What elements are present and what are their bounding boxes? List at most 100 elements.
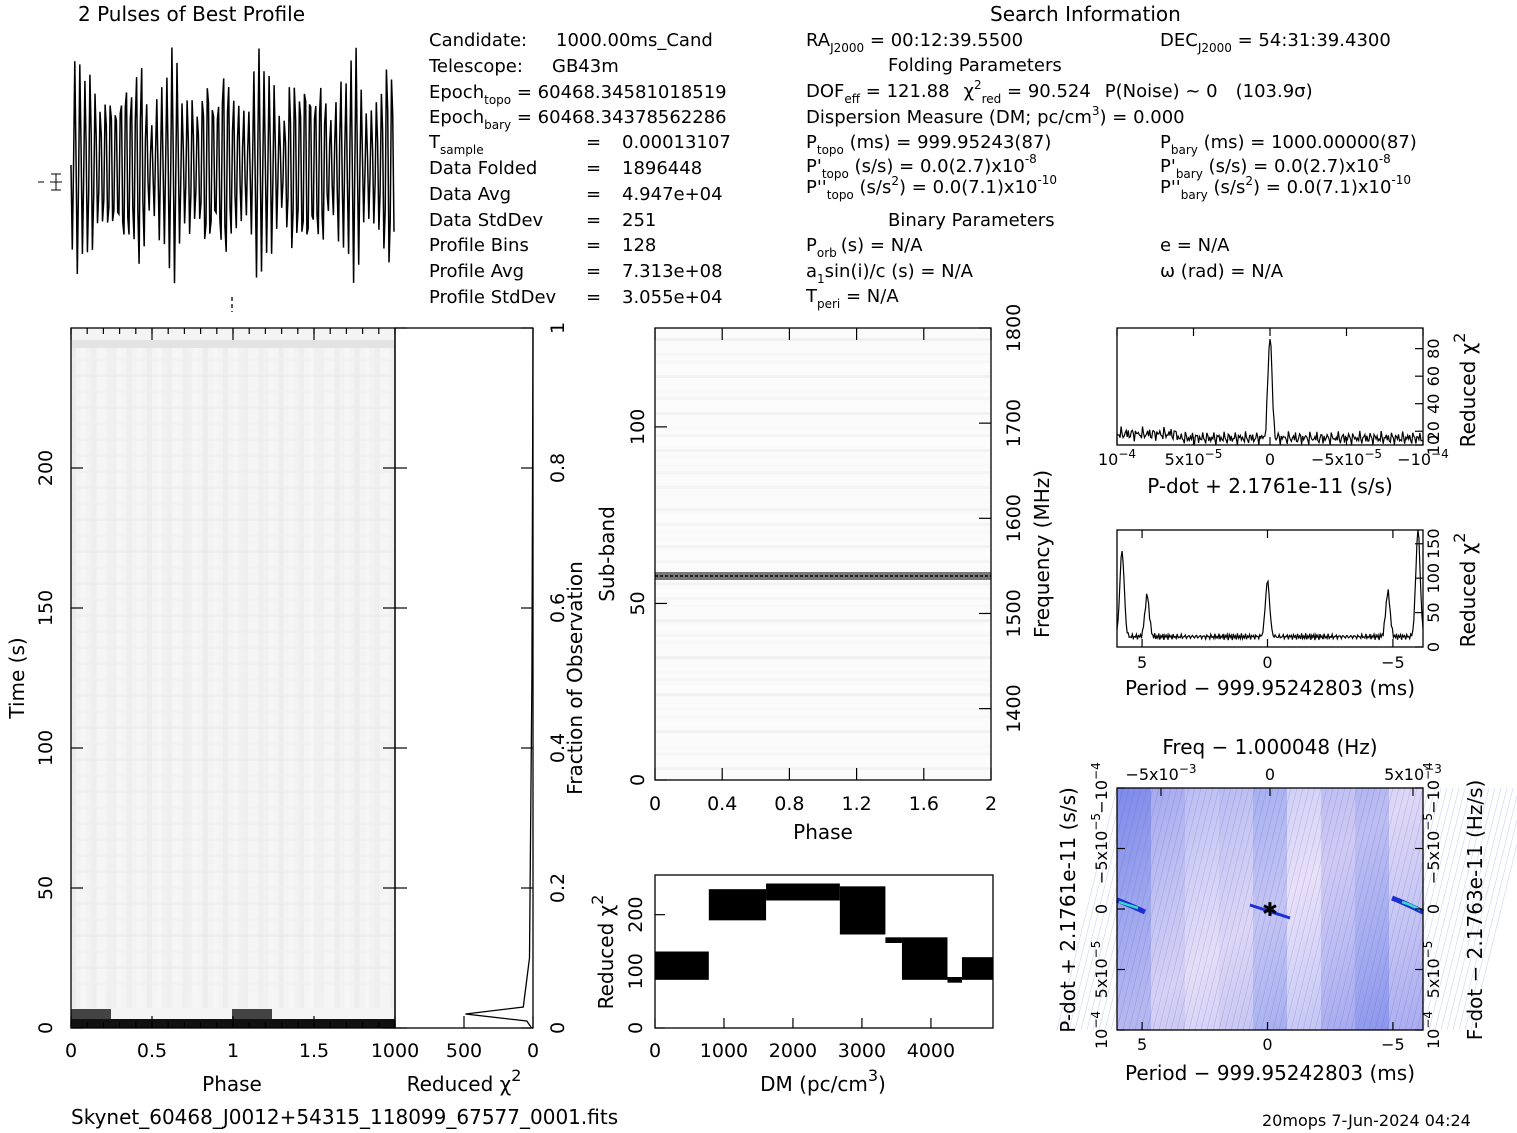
pp-stripe bbox=[1278, 787, 1340, 1031]
dm-xtick: 0 bbox=[649, 1040, 661, 1062]
pc-ytick: 100 bbox=[1424, 563, 1443, 594]
sb-row bbox=[655, 589, 991, 593]
omega-value: ω (rad) = N/A bbox=[1160, 261, 1284, 282]
pp-stripe bbox=[1266, 787, 1328, 1031]
pc-ytick: 0 bbox=[1424, 642, 1443, 652]
profile-avg-value: 7.313e+08 bbox=[622, 261, 723, 282]
pp-stripe bbox=[1284, 787, 1346, 1031]
sb-xtick: 2 bbox=[985, 793, 997, 815]
dm-block bbox=[947, 977, 962, 983]
pp-band bbox=[1185, 788, 1219, 1030]
pc-xtick: 5 bbox=[1137, 653, 1147, 672]
dm-xtick: 4000 bbox=[907, 1040, 955, 1062]
sb-row bbox=[655, 397, 991, 401]
svg-text:Profile Bins=128: Profile Bins = 128 bbox=[429, 235, 656, 256]
sb-row bbox=[655, 708, 991, 711]
tp-ytick: 50 bbox=[35, 876, 57, 900]
tc-xlabel: Reduced χ2 bbox=[407, 1066, 522, 1096]
tp-ytick: 100 bbox=[35, 730, 57, 766]
sb-row bbox=[655, 375, 991, 378]
svg-text:Dispersion Measure (DM; pc/cm3: Dispersion Measure (DM; pc/cm3) = 0.000 bbox=[806, 104, 1185, 128]
pp-stripe bbox=[1224, 787, 1286, 1031]
time-chi2-line bbox=[465, 327, 534, 1029]
sb-row bbox=[655, 500, 991, 504]
pp-xtick: 5 bbox=[1137, 1035, 1147, 1054]
pd-ytick: 60 bbox=[1424, 366, 1443, 386]
sb-y2tick: 1500 bbox=[1003, 589, 1025, 637]
pp-ylabel: P-dot + 2.1761e-11 (s/s) bbox=[1056, 787, 1080, 1033]
dm-block bbox=[766, 883, 840, 901]
sb-ytick: 0 bbox=[627, 774, 649, 786]
svg-text:Pbary (ms) = 1000.00000(87): Pbary (ms) = 1000.00000(87) bbox=[1160, 132, 1417, 157]
pc-ylabel: Reduced χ2 bbox=[1450, 533, 1480, 648]
pp-stripe bbox=[1068, 787, 1130, 1031]
pp-stripe bbox=[1188, 787, 1250, 1031]
tc-ytick: 1 bbox=[547, 322, 569, 334]
pp-band bbox=[1287, 788, 1321, 1030]
pd-ytick: 40 bbox=[1424, 394, 1443, 414]
sb-row bbox=[655, 389, 991, 393]
sb-row bbox=[655, 345, 991, 349]
tp-row bbox=[71, 790, 395, 793]
pp-stripe bbox=[1296, 787, 1358, 1031]
sb-ytick: 100 bbox=[627, 409, 649, 445]
sb-row bbox=[655, 634, 991, 637]
pp-stripe bbox=[1176, 787, 1238, 1031]
sb-row bbox=[655, 552, 991, 556]
tp-row bbox=[71, 646, 395, 649]
pp-stripe bbox=[1152, 787, 1214, 1031]
pp-stripe bbox=[1074, 787, 1136, 1031]
pp-stripe bbox=[1422, 787, 1484, 1031]
svg-text:Telescope:GB43m: Telescope: GB43m bbox=[428, 56, 619, 77]
pp-stripe bbox=[1320, 787, 1382, 1031]
profile-line bbox=[70, 47, 395, 284]
pd-ytick: 10 bbox=[1424, 435, 1443, 455]
pp-y2tick: 10−4 bbox=[1421, 1011, 1443, 1049]
sb-row bbox=[655, 441, 991, 445]
tp-row bbox=[71, 710, 395, 713]
pp-stripe bbox=[1242, 787, 1304, 1031]
sb-row bbox=[655, 537, 991, 541]
pp-title: Freq − 1.000048 (Hz) bbox=[1162, 735, 1377, 759]
sb-row bbox=[655, 352, 991, 356]
tp-row bbox=[71, 822, 395, 825]
dm-block bbox=[708, 889, 767, 921]
ecc-value: e = N/A bbox=[1160, 235, 1230, 256]
sb-row bbox=[655, 745, 991, 748]
pp-stripe bbox=[1254, 787, 1316, 1031]
tp-row bbox=[71, 582, 395, 585]
tp-row bbox=[71, 806, 395, 809]
pc-xlabel: Period − 999.95242803 (ms) bbox=[1125, 676, 1415, 700]
pp-stripe bbox=[1146, 787, 1208, 1031]
pp-stripe bbox=[1200, 787, 1262, 1031]
tp-row bbox=[71, 518, 395, 521]
dm-ytick: 100 bbox=[625, 953, 647, 989]
dm-block bbox=[885, 937, 902, 943]
pp-ytick: −5x10−5 bbox=[1089, 813, 1111, 884]
sb-row bbox=[655, 626, 991, 630]
profile-bins-value: 128 bbox=[622, 235, 656, 256]
pp-stripe bbox=[1380, 787, 1442, 1031]
svg-text:a1sin(i)/c (s) = N/A: a1sin(i)/c (s) = N/A bbox=[806, 261, 974, 286]
sb-row bbox=[655, 545, 991, 549]
pp-stripe bbox=[1080, 787, 1142, 1031]
tp-row bbox=[71, 870, 395, 873]
sb-y2label: Frequency (MHz) bbox=[1030, 470, 1054, 638]
sb-xtick: 0.4 bbox=[707, 793, 737, 815]
pd-xtick: 10−4 bbox=[1098, 447, 1136, 469]
sb-row bbox=[655, 641, 991, 645]
sb-row bbox=[655, 597, 991, 600]
sb-row bbox=[655, 715, 991, 719]
p-bary-value: 1000.00000(87) bbox=[1271, 132, 1417, 153]
pp-stripe bbox=[1308, 787, 1370, 1031]
pp-xtick: −5 bbox=[1381, 1035, 1405, 1054]
sb-row bbox=[655, 449, 991, 452]
pp-stripe bbox=[1062, 787, 1124, 1031]
tp-row bbox=[71, 614, 395, 617]
sb-y2tick: 1800 bbox=[1003, 304, 1025, 352]
sb-row bbox=[655, 463, 991, 467]
tp-ytick: 200 bbox=[35, 450, 57, 486]
tp-xtick: 1 bbox=[227, 1040, 239, 1062]
